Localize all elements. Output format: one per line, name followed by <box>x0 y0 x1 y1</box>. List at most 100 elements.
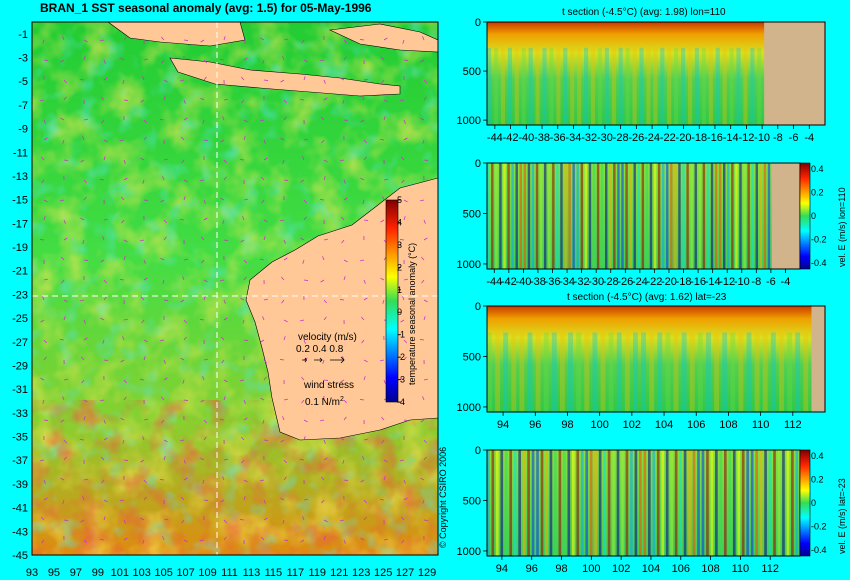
section-1-x-tick-label: -28 <box>613 132 629 144</box>
velocity-legend-label: velocity (m/s) <box>298 332 357 343</box>
section-1-x-tick-label: -18 <box>691 132 707 144</box>
velocity-arrow <box>343 197 348 201</box>
velocity-arrow <box>360 119 365 123</box>
map-x-tick-label: 119 <box>309 567 327 579</box>
velocity-arrow <box>220 197 225 201</box>
velocity-arrow <box>283 239 286 244</box>
section-4-stripe <box>773 450 776 556</box>
velocity-arrow <box>283 459 287 464</box>
section-2-x-tick-label: -28 <box>603 276 619 288</box>
map-x-tick-label: 105 <box>154 567 172 579</box>
velocity-arrow <box>301 39 305 44</box>
velocity-arrow <box>422 36 425 41</box>
velocity-arrow <box>200 39 205 43</box>
velocity-arrow <box>383 538 388 541</box>
section-4-colorbar-tick-label: 0.4 <box>811 451 824 461</box>
velocity-arrow <box>403 199 408 203</box>
velocity-arrow <box>159 479 165 481</box>
velocity-arrow <box>101 96 105 101</box>
velocity-arrow <box>81 379 85 384</box>
velocity-arrow <box>420 419 425 423</box>
velocity-arrow <box>239 159 245 161</box>
velocity-arrow <box>340 77 345 81</box>
section-2-stripe <box>576 163 579 269</box>
velocity-arrow <box>83 118 88 121</box>
velocity-arrow <box>203 358 208 361</box>
section-4-stripe <box>683 450 687 556</box>
map-x-tick-label: 121 <box>330 567 348 579</box>
map-x-tick-label: 97 <box>70 567 82 579</box>
velocity-arrow <box>83 179 87 184</box>
velocity-arrow <box>59 339 65 341</box>
section-2-x-tick-label: -38 <box>530 276 546 288</box>
velocity-arrow <box>360 259 365 262</box>
velocity-arrow <box>401 179 405 184</box>
section-2-stripe <box>535 163 539 269</box>
velocity-arrow <box>323 519 328 523</box>
velocity-arrow <box>363 78 368 81</box>
velocity-arrow <box>383 178 388 181</box>
section-2-stripe <box>503 163 506 269</box>
velocity-arrow <box>262 316 265 321</box>
velocity-arrow <box>363 499 367 504</box>
section-3-stripe <box>697 332 703 412</box>
section-1-stripe <box>722 47 727 125</box>
velocity-arrow <box>43 137 48 141</box>
velocity-arrow <box>423 456 427 461</box>
section-2-colorbar <box>799 162 811 270</box>
velocity-arrow <box>103 499 108 503</box>
section-2-stripe <box>714 163 718 269</box>
section-4-stripe <box>509 450 513 556</box>
velocity-arrow <box>42 399 45 404</box>
section-3-stripe <box>803 332 809 412</box>
section-3-x-tick-label: 104 <box>655 419 673 431</box>
section-4-stripe <box>647 450 651 556</box>
section-1-land <box>764 22 825 125</box>
section-4-stripe <box>612 450 615 556</box>
velocity-arrow <box>123 396 127 401</box>
section-2-colorbar-tick-label: 0.2 <box>811 187 824 197</box>
velocity-arrow <box>203 436 207 441</box>
velocity-arrow <box>400 459 405 462</box>
velocity-arrow <box>383 37 388 41</box>
velocity-arrow <box>263 499 266 504</box>
velocity-arrow <box>421 256 425 261</box>
velocity-arrow <box>282 416 285 421</box>
section-3-stripe <box>722 332 728 412</box>
velocity-arrow <box>83 319 86 324</box>
velocity-arrow <box>123 256 126 261</box>
velocity-arrow <box>103 419 106 424</box>
section-1-y-tick-label: 1000 <box>457 115 481 127</box>
velocity-arrow <box>400 319 405 323</box>
velocity-arrow <box>123 537 128 541</box>
section-4-stripe <box>571 450 575 556</box>
section-3-stripe <box>649 332 655 412</box>
section-2-stripe <box>617 163 620 269</box>
velocity-arrow <box>263 236 266 241</box>
section-2-colorbar-tick-label: -0.4 <box>811 258 827 268</box>
section-4-stripe <box>746 450 750 556</box>
section-4-stripe <box>589 450 593 556</box>
section-2-stripe <box>515 163 518 269</box>
velocity-arrow <box>100 39 105 42</box>
section-1-stripe <box>500 47 506 125</box>
section-3-stripe <box>535 332 541 412</box>
map-x-tick-label: 129 <box>418 567 436 579</box>
section-4-stripe <box>737 450 741 556</box>
velocity-arrow <box>199 319 205 321</box>
velocity-arrow <box>123 239 128 243</box>
section-3-stripe <box>633 332 638 412</box>
velocity-arrow <box>182 379 185 384</box>
velocity-arrow <box>200 399 205 403</box>
map-x-tick-label: 107 <box>176 567 194 579</box>
velocity-arrow <box>123 519 126 524</box>
velocity-arrow <box>183 399 189 401</box>
velocity-arrow <box>283 99 287 104</box>
velocity-arrow <box>100 317 105 321</box>
section-4-colorbar-tick-label: -0.4 <box>811 545 827 555</box>
velocity-arrow <box>142 436 145 441</box>
map-y-tick-label: -9 <box>18 124 28 136</box>
section-1-stripe <box>590 47 596 125</box>
velocity-arrow <box>360 177 365 181</box>
velocity-arrow <box>161 36 165 41</box>
